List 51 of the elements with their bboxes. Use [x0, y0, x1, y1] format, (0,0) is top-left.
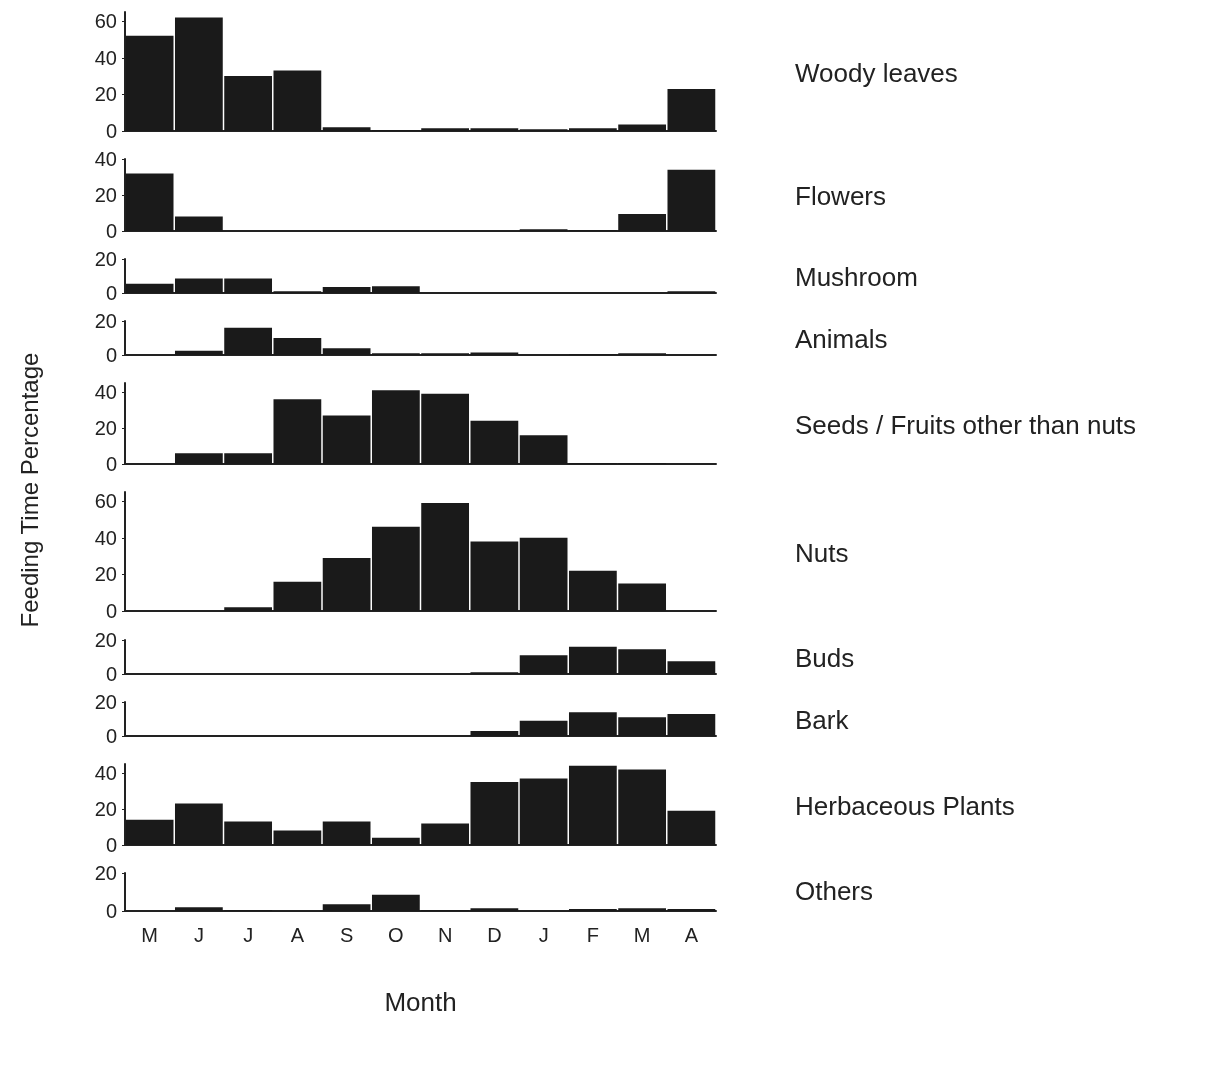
- y-tick-label: 0: [105, 724, 117, 747]
- x-tick-label: F: [586, 924, 599, 947]
- text: Flowers: [795, 181, 887, 212]
- y-tick-label: 20: [94, 628, 117, 651]
- y-tick-label: 20: [94, 417, 117, 440]
- text: Woody leaves: [795, 57, 958, 88]
- y-tick-label: 40: [94, 148, 117, 171]
- x-axis-title: Month: [384, 987, 457, 1018]
- x-tick-label: A: [290, 924, 305, 947]
- x-tick-label: J: [538, 924, 549, 947]
- y-tick-label: 40: [94, 527, 117, 550]
- y-tick-label: 0: [105, 282, 117, 305]
- y-tick-label: 20: [94, 83, 117, 106]
- x-tick-label: J: [193, 924, 204, 947]
- y-tick-label: 20: [94, 690, 117, 713]
- text: Feeding Time Percentage: [16, 352, 44, 628]
- y-tick-label: 40: [94, 46, 117, 69]
- text: Nuts: [795, 538, 849, 569]
- x-tick-label: O: [388, 924, 404, 947]
- y-tick-label: 20: [94, 862, 117, 885]
- y-tick-label: 0: [105, 662, 117, 685]
- y-tick-label: 20: [94, 248, 117, 271]
- text: Mushroom: [795, 262, 918, 293]
- y-tick-label: 0: [105, 600, 117, 623]
- x-tick-label: S: [339, 924, 354, 947]
- y-tick-label: 40: [94, 761, 117, 784]
- x-tick-label: M: [633, 924, 651, 947]
- y-tick-label: 60: [94, 10, 117, 33]
- text: Herbaceous Plants: [795, 790, 1015, 821]
- x-tick-label: J: [243, 924, 254, 947]
- y-tick-label: 60: [94, 490, 117, 513]
- text: Bark: [795, 704, 850, 735]
- y-tick-label: 20: [94, 797, 117, 820]
- y-tick-label: 0: [105, 120, 117, 142]
- x-tick-label: M: [141, 924, 158, 947]
- y-tick-label: 0: [105, 453, 117, 476]
- text: Others: [795, 876, 874, 907]
- text: Seeds / Fruits other than nuts: [795, 409, 1137, 440]
- text: Animals: [795, 324, 888, 355]
- x-tick-label: D: [487, 924, 502, 947]
- y-tick-label: 20: [94, 563, 117, 586]
- text: Buds: [795, 642, 855, 673]
- y-tick-label: 20: [94, 184, 117, 207]
- y-tick-label: 0: [105, 833, 117, 856]
- x-tick-label: N: [437, 924, 453, 947]
- y-tick-label: 40: [94, 381, 117, 404]
- y-tick-label: 0: [105, 344, 117, 367]
- y-tick-label: 20: [94, 310, 117, 333]
- y-tick-label: 0: [105, 220, 117, 243]
- y-tick-label: 0: [105, 900, 117, 923]
- x-tick-label: A: [684, 924, 699, 947]
